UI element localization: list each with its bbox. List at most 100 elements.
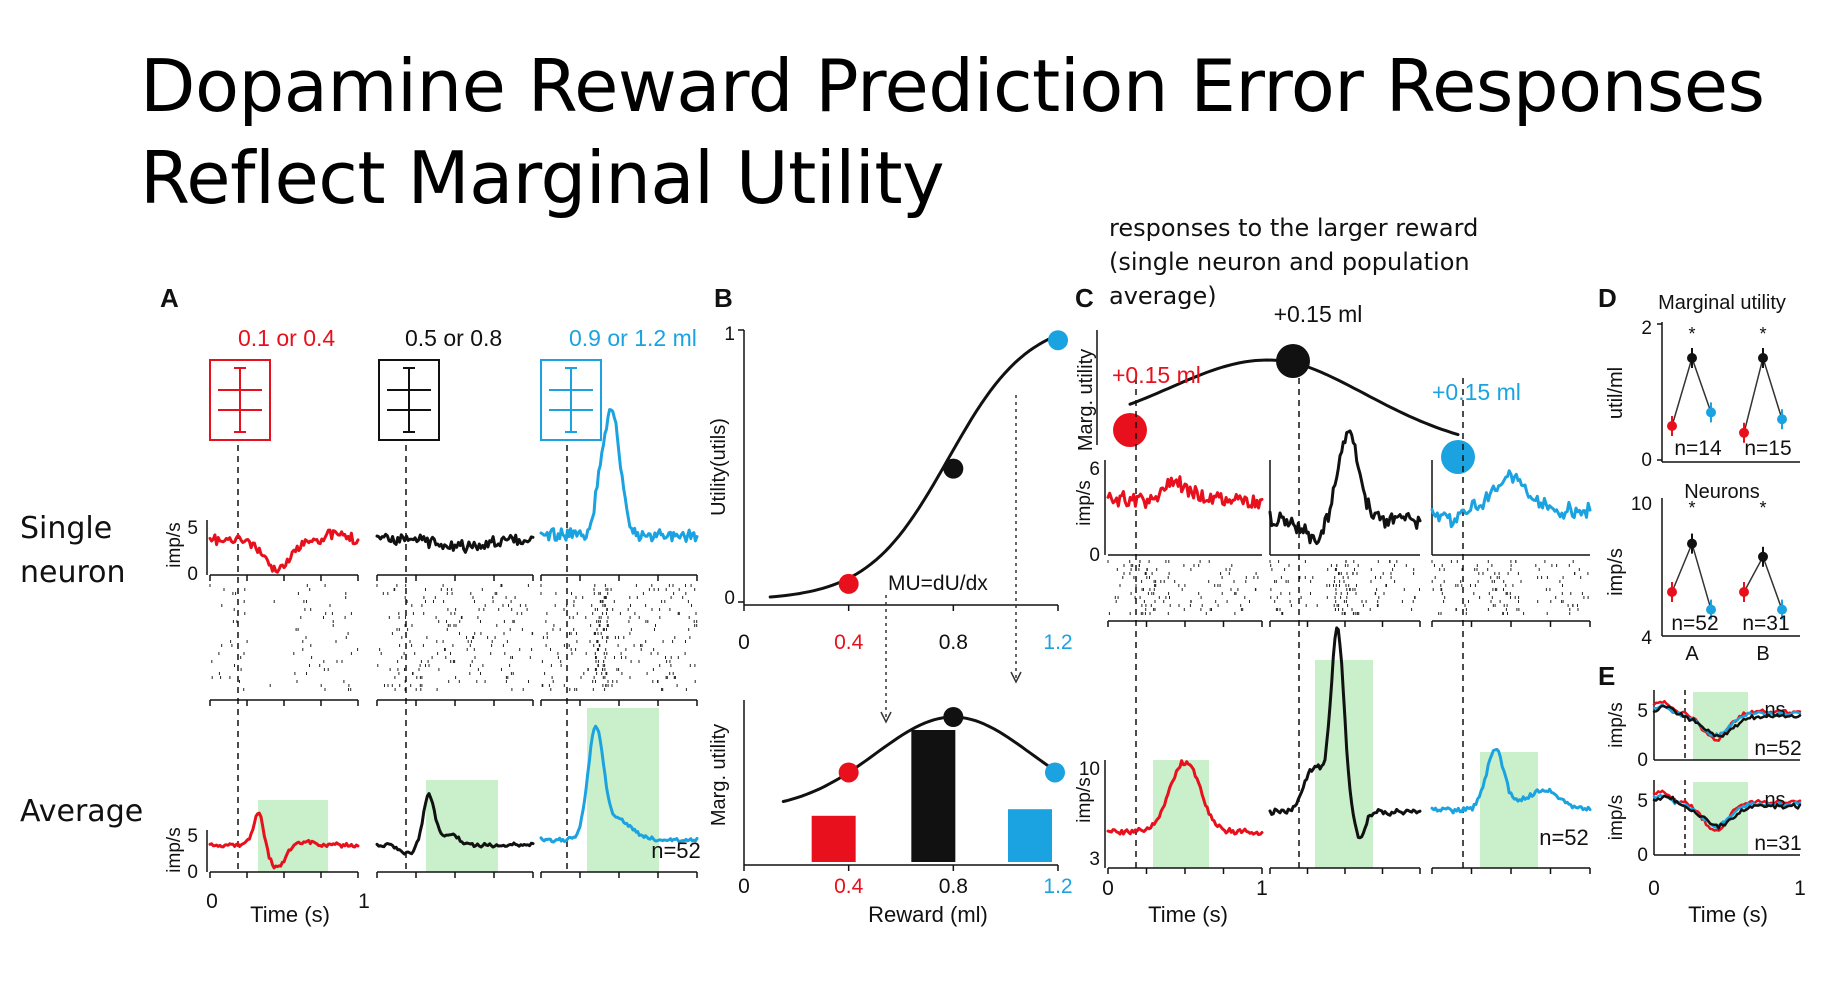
panel-e-ytick-0: 0 <box>1637 750 1648 771</box>
panel-b-bxtick-0: 0 <box>738 875 750 898</box>
panel-a-condition-0: 0.1 or 0.4 <box>238 325 335 351</box>
panel-b-bxtick-1: 0.4 <box>834 875 864 898</box>
panel-b-letter: B <box>714 283 733 313</box>
panel-a-shade-red <box>258 800 328 872</box>
panel-a-condition-1: 0.5 or 0.8 <box>405 325 502 351</box>
panel-d-bottom-title: Neurons <box>1684 481 1760 503</box>
panel-b-arrowhead <box>880 711 892 724</box>
panel-c-top-ylabel: Marg. utility <box>1075 349 1097 451</box>
panel-c-avg-trace-blue <box>1430 748 1592 815</box>
panel-b-mu-point-blue <box>1045 762 1065 783</box>
panel-d-top-b-line <box>1743 355 1783 433</box>
panel-c-single-tick-0: 0 <box>1089 545 1100 566</box>
panel-a-xtick-0: 0 <box>206 890 218 913</box>
panel-d-top-ytick-0: 0 <box>1641 450 1652 471</box>
row-label-single-line2: neuron <box>20 555 126 590</box>
panel-c-single-trace-black <box>1268 429 1422 546</box>
panel-c-raster-blue <box>1431 560 1589 615</box>
shade-layer <box>258 660 1748 872</box>
panel-a-raster-red <box>209 584 359 691</box>
panel-a-single-trace-red <box>208 528 360 574</box>
panel-b-bar-0 <box>811 815 856 862</box>
panel-a-xtick-1: 1 <box>358 890 370 913</box>
panel-d-bottom-a-point-1 <box>1687 538 1697 549</box>
panel-b-xtick-1: 0.4 <box>834 631 864 654</box>
panel-c-avg-tick-10: 10 <box>1079 759 1100 780</box>
panel-a-single-ylabel: imp/s <box>164 522 185 567</box>
panel-e-xtick-1: 1 <box>1794 877 1806 900</box>
panel-e-ylabel-1: imp/s <box>1606 795 1627 840</box>
panel-c-raster-black <box>1269 560 1420 615</box>
panel-a-raster-black <box>376 584 534 691</box>
panel-e-ns-1: ns <box>1764 789 1785 811</box>
panel-a-range-box-1 <box>378 359 440 441</box>
panel-e-ytick-0: 0 <box>1637 845 1648 866</box>
panel-d-bottom-star-a: * <box>1688 498 1695 518</box>
panel-a-avg-trace-red <box>208 811 360 870</box>
panel-d-top-ylabel: util/ml <box>1605 367 1627 419</box>
panel-b-bxtick-3: 1.2 <box>1043 875 1072 898</box>
panel-b-bottom-ylabel: Marg. utility <box>708 724 730 826</box>
panel-e-ylabel-0: imp/s <box>1606 702 1627 747</box>
panel-c-single-ylabel: imp/s <box>1074 480 1095 525</box>
panel-b-point-blue <box>1048 330 1068 351</box>
panel-a-xlabel: Time (s) <box>250 902 330 927</box>
panel-e-ytick-5: 5 <box>1637 701 1648 722</box>
panel-b-xlabel: Reward (ml) <box>868 902 988 927</box>
panel-d-bottom-ytick-4: 4 <box>1641 628 1652 649</box>
panel-c-label-left: +0.15 ml <box>1112 362 1201 388</box>
panel-b-ylabel: Utility(utils) <box>708 418 730 516</box>
panel-d-top-a-point-2 <box>1706 407 1716 418</box>
panel-e-xtick-0: 0 <box>1648 877 1660 900</box>
panel-a-range-box-0 <box>209 359 271 441</box>
panel-b-bar-1 <box>911 730 956 862</box>
raster-layer <box>209 560 1589 691</box>
panel-d-top-b-point-1 <box>1758 353 1768 363</box>
panel-a-avg-ylabel: imp/s <box>164 827 185 872</box>
panel-a-letter: A <box>160 283 179 313</box>
panel-d-top-title: Marginal utility <box>1658 292 1786 314</box>
panel-d-bottom-a-point-2 <box>1706 604 1716 615</box>
row-label-single: Single neuron <box>20 507 126 595</box>
panel-b-ytick-0: 0 <box>724 588 735 609</box>
panel-b-point-red <box>838 573 859 594</box>
panel-a-avg-tick-5: 5 <box>187 826 198 847</box>
panel-b-xtick-0: 0 <box>738 631 750 654</box>
panel-b-bar-2 <box>1008 809 1052 862</box>
panel-a-range-box-2 <box>540 359 602 441</box>
panel-c-single-trace-blue <box>1430 469 1592 529</box>
lines-layer <box>206 322 1802 878</box>
panel-c-label-right: +0.15 ml <box>1432 379 1521 405</box>
panel-c-n-label: n=52 <box>1539 825 1589 850</box>
title-line-2: Reflect Marginal Utility <box>140 136 945 220</box>
panel-b-annotation: MU=dU/dx <box>888 572 988 595</box>
panel-d-letter: D <box>1598 283 1617 313</box>
panel-b-mu-point-red <box>838 762 859 783</box>
panel-a-single-trace-blue <box>539 408 699 543</box>
panel-d-top-star-a: * <box>1688 324 1695 344</box>
panel-c-raster-red <box>1107 560 1259 615</box>
panel-e-n-1: n=31 <box>1754 832 1801 855</box>
panel-b-ytick-1: 1 <box>724 324 735 345</box>
panel-d-bottom-b-point-0 <box>1739 587 1749 597</box>
panel-a-n-label: n=52 <box>651 838 701 863</box>
panel-d-bottom-ytick-10: 10 <box>1631 494 1652 515</box>
panel-e-trace-black-1 <box>1652 794 1802 830</box>
panel-a-avg-trace-blue <box>539 724 699 844</box>
panel-c-point-black <box>1276 344 1310 378</box>
title-line-1: Dopamine Reward Prediction Error Respons… <box>140 44 1765 128</box>
panel-d-top-a-line <box>1671 355 1712 427</box>
panel-c-label-center: +0.15 ml <box>1274 301 1363 327</box>
row-label-single-line1: Single <box>20 511 113 546</box>
panel-b-mu-curve <box>781 715 1060 803</box>
panel-c-avg-trace-black <box>1268 626 1422 840</box>
panel-b-utility-curve <box>768 333 1060 599</box>
panel-c-single-trace-red <box>1106 475 1264 510</box>
panel-d-bottom-b-point-2 <box>1777 604 1787 615</box>
slide-title: Dopamine Reward Prediction Error Respons… <box>140 40 1765 224</box>
panel-a-avg-tick-0: 0 <box>187 862 198 883</box>
panel-d-top-star-b: * <box>1759 324 1766 344</box>
slide-note: responses to the larger reward (single n… <box>1109 214 1479 310</box>
panel-d-top-b-point-2 <box>1777 414 1787 425</box>
